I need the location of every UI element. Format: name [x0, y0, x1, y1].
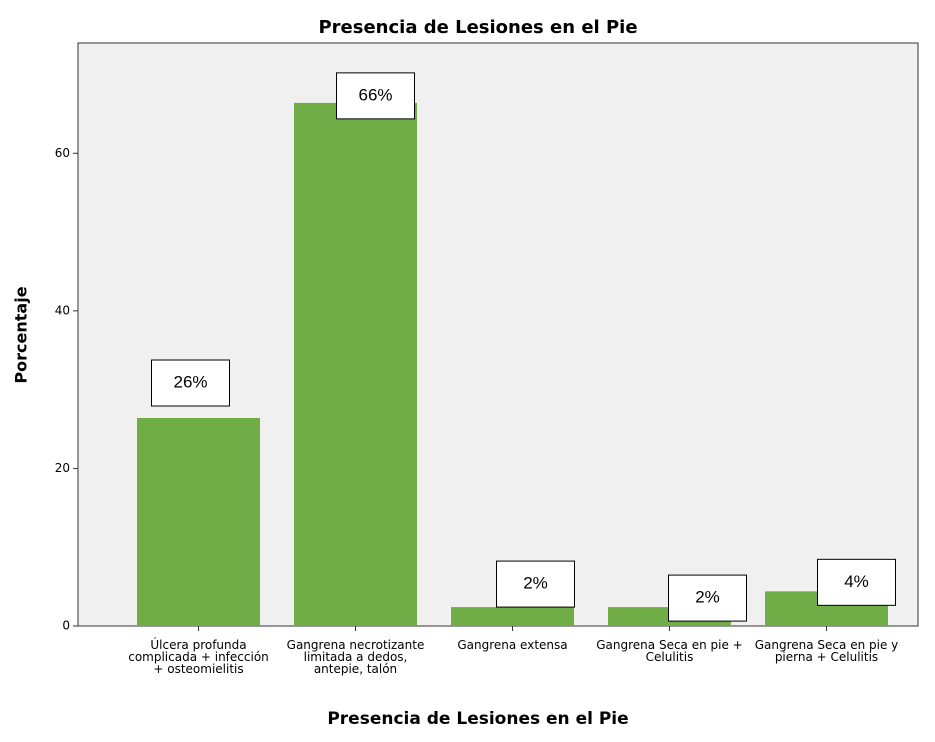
x-axis-label: Presencia de Lesiones en el Pie: [327, 709, 628, 729]
y-axis-label: Porcentaje: [12, 286, 31, 383]
y-tick-label: 20: [55, 461, 70, 475]
value-label-box: [496, 560, 575, 608]
value-label: 4%: [844, 572, 869, 591]
x-tick-label: Gangrena Seca en pie y pierna + Celuliti…: [754, 638, 899, 664]
chart-title: Presencia de Lesiones en el Pie: [318, 17, 637, 38]
value-label-box: [336, 72, 415, 120]
value-label: 26%: [173, 372, 207, 391]
value-label: 2%: [695, 588, 720, 607]
bar: [451, 607, 574, 626]
value-label-box: [151, 359, 230, 407]
value-label-box: [817, 558, 896, 606]
value-label: 2%: [523, 574, 548, 593]
x-tick-label: Gangrena necrotizante limitada a dedos, …: [286, 638, 425, 676]
x-tick-label: Úlcera profunda complicada + infección +…: [128, 638, 269, 676]
value-label: 66%: [358, 85, 392, 104]
value-label-box: [668, 574, 747, 622]
y-tick-label: 0: [62, 619, 70, 633]
x-tick-label: Gangrena Seca en pie + Celulitis: [596, 638, 743, 664]
y-tick-label: 60: [55, 146, 70, 160]
bar: [294, 102, 417, 627]
bar: [137, 418, 260, 626]
y-tick-label: 40: [55, 303, 70, 317]
x-tick-label: Gangrena extensa: [457, 638, 568, 652]
